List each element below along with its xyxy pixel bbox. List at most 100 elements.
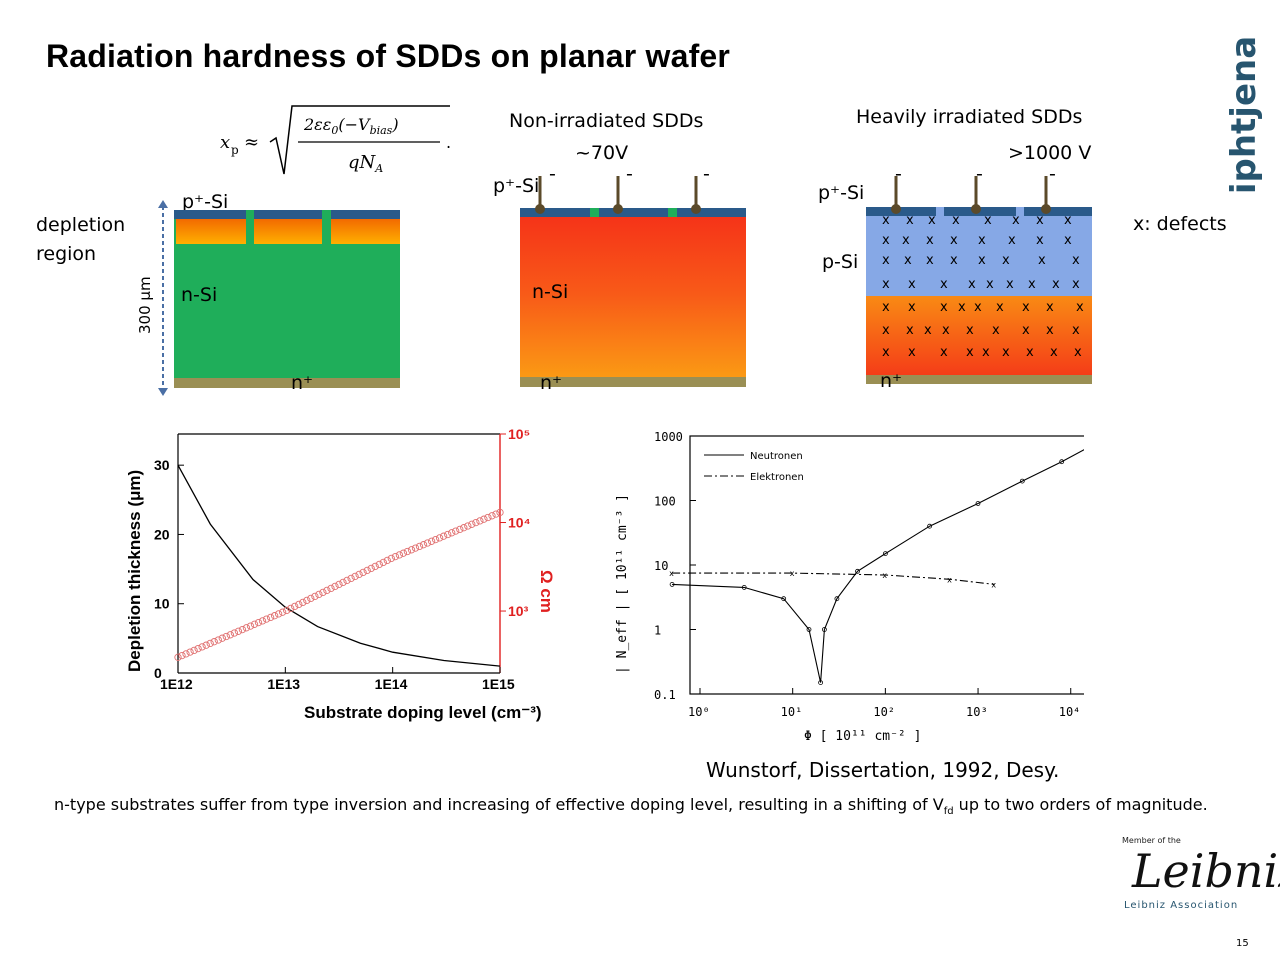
right-minus-1: -	[895, 163, 902, 185]
elektronen-point: x	[947, 575, 952, 584]
resistivity-point	[452, 527, 460, 535]
elektronen-point: x	[790, 569, 795, 578]
chart1-y2tick-label: 10⁴	[508, 515, 531, 531]
left-top-contact	[174, 210, 400, 219]
defect-mark: x	[924, 323, 932, 338]
neutronen-point	[882, 551, 888, 557]
defect-mark: x	[952, 213, 960, 228]
bottom-note: n-type substrates suffer from type inver…	[54, 795, 1208, 817]
resistivity-point	[439, 532, 448, 540]
defect-mark: x	[940, 300, 948, 315]
defect-mark: x	[882, 233, 890, 248]
legend-neutronen: Neutronen	[750, 451, 803, 462]
neutronen-point	[806, 627, 812, 632]
resistivity-point	[363, 566, 371, 575]
neutronen-point	[741, 584, 747, 590]
defect-mark: x	[926, 253, 934, 268]
resistivity-point	[351, 572, 359, 581]
chart2-xtick-label: 10³	[966, 705, 988, 719]
defect-mark: x	[1012, 213, 1020, 228]
resistivity-point	[411, 544, 420, 552]
chart2-ytick-label: 1	[654, 624, 661, 638]
left-n-plus-label: n⁺	[291, 372, 314, 394]
thickness-arrow	[158, 200, 168, 396]
defect-mark: x	[958, 300, 966, 315]
chart2-xlabel: Φ [ 10¹¹ cm⁻² ]	[804, 729, 921, 744]
defect-mark: x	[1046, 323, 1054, 338]
defect-mark: x	[906, 213, 914, 228]
resistivity-point	[456, 525, 464, 534]
right-p-si-bulk-label: p-Si	[822, 251, 859, 273]
resistivity-point	[484, 513, 492, 522]
defect-mark: x	[984, 213, 992, 228]
resistivity-point	[327, 584, 335, 593]
resistivity-point	[347, 574, 355, 583]
defect-mark: x	[1026, 345, 1034, 360]
middle-wafer	[520, 176, 746, 387]
resistivity-point	[295, 600, 303, 609]
non-irradiated-voltage: ~70V	[575, 142, 629, 164]
resistivity-point	[488, 512, 496, 520]
elektronen-curve	[672, 572, 995, 585]
non-irradiated-heading: Non-irradiated SDDs	[509, 110, 704, 132]
resistivity-point	[202, 641, 210, 649]
resistivity-point	[210, 638, 218, 646]
left-wafer	[174, 210, 400, 388]
bottom-note-sub: fd	[943, 806, 954, 818]
neutronen-curve	[672, 449, 1084, 683]
resistivity-point	[307, 594, 315, 603]
resistivity-point	[206, 639, 214, 648]
chart1-y2label: Ω cm	[537, 570, 556, 613]
defect-mark: x	[1022, 300, 1030, 315]
middle-p-si-label: p⁺-Si	[493, 175, 540, 197]
right-wafer: x x x x x x x xx x x x x x x xx x x x x x x xx x x x x x x x xx x x x x x x…	[866, 176, 1092, 384]
resistivity-point	[407, 546, 416, 554]
defect-mark: x	[908, 345, 916, 360]
resistivity-point	[311, 592, 319, 601]
resistivity-point	[335, 580, 343, 589]
svg-text:p: p	[231, 143, 239, 157]
irradiated-voltage: >1000 V	[1008, 142, 1092, 164]
defect-mark: x	[966, 323, 974, 338]
defect-mark: x	[1002, 253, 1010, 268]
resistivity-point	[468, 520, 476, 528]
chart1-xlabel: Substrate doping level (cm⁻³)	[304, 703, 542, 722]
resistivity-point	[198, 643, 206, 651]
defect-mark: x	[1006, 277, 1014, 292]
defect-mark: x	[1074, 345, 1082, 360]
resistivity-point	[226, 631, 234, 639]
neutronen-point	[821, 627, 827, 632]
resistivity-point	[283, 606, 291, 615]
chart1-ytick-label: 30	[154, 457, 170, 473]
chart2-ytick-label: 0.1	[654, 688, 676, 702]
defect-mark: x	[928, 213, 936, 228]
neutronen-point	[975, 501, 981, 506]
defect-mark: x	[940, 345, 948, 360]
resistivity-point	[299, 598, 307, 607]
resistivity-point	[448, 529, 456, 537]
resistivity-point	[303, 596, 311, 605]
defect-mark: x	[882, 213, 890, 228]
bottom-note-end: up to two orders of magnitude.	[953, 795, 1208, 814]
chart1-xtick-label: 1E15	[482, 676, 515, 692]
resistivity-point	[343, 576, 351, 585]
resistivity-point	[182, 650, 190, 658]
neutronen-point	[1019, 478, 1025, 484]
defect-mark: x	[1072, 253, 1080, 268]
chart1-ytick-label: 20	[154, 526, 170, 542]
defect-mark: x	[942, 323, 950, 338]
neff-fluence-chart: 10⁰ 10¹ 10² 10³ 10⁴ 0.1 1 10 100 1000 x x x x x Neutr…	[615, 430, 1084, 744]
right-n-si-bulk	[866, 296, 1092, 378]
middle-minus-1: -	[549, 163, 556, 185]
defect-mark: x	[1050, 345, 1058, 360]
chart2-ytick-label: 1000	[654, 430, 683, 444]
right-minus-3: -	[1049, 163, 1056, 185]
defect-mark: x	[906, 323, 914, 338]
right-n-plus-layer	[866, 375, 1092, 384]
resistivity-point	[262, 615, 271, 623]
depletion-thickness-chart: 1E12 1E13 1E14 1E15 0 10 20 30 10³ 10⁴ 10⁵ Substra…	[125, 426, 556, 722]
resistivity-point	[415, 542, 424, 551]
bottom-note-main: n-type substrates suffer from type inver…	[54, 795, 944, 814]
neutronen-point	[927, 523, 933, 529]
chart2-ytick-label: 100	[654, 495, 676, 509]
